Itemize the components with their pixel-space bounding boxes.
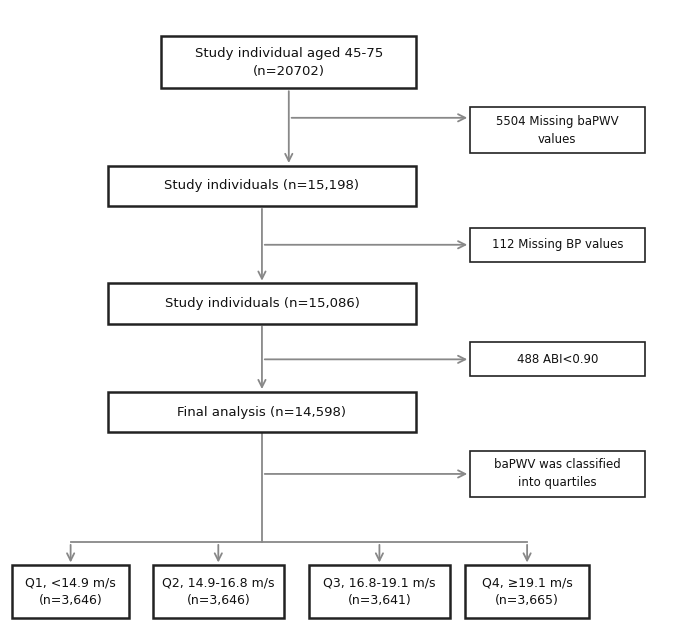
Text: Q3, 16.8-19.1 m/s
(n=3,641): Q3, 16.8-19.1 m/s (n=3,641) — [323, 576, 436, 607]
Text: 488 ABI<0.90: 488 ABI<0.90 — [516, 353, 598, 366]
FancyBboxPatch shape — [470, 107, 645, 154]
Text: Q4, ≥19.1 m/s
(n=3,665): Q4, ≥19.1 m/s (n=3,665) — [482, 576, 573, 607]
FancyBboxPatch shape — [309, 565, 450, 618]
Text: 112 Missing BP values: 112 Missing BP values — [492, 238, 623, 252]
Text: Study individuals (n=15,086): Study individuals (n=15,086) — [164, 297, 360, 310]
FancyBboxPatch shape — [470, 451, 645, 497]
FancyBboxPatch shape — [470, 343, 645, 377]
FancyBboxPatch shape — [161, 36, 416, 88]
Text: Study individual aged 45-75
(n=20702): Study individual aged 45-75 (n=20702) — [195, 47, 383, 78]
FancyBboxPatch shape — [12, 565, 129, 618]
FancyBboxPatch shape — [470, 228, 645, 262]
Text: Final analysis (n=14,598): Final analysis (n=14,598) — [177, 406, 347, 418]
Text: Q2, 14.9-16.8 m/s
(n=3,646): Q2, 14.9-16.8 m/s (n=3,646) — [162, 576, 275, 607]
Text: Q1, <14.9 m/s
(n=3,646): Q1, <14.9 m/s (n=3,646) — [25, 576, 116, 607]
FancyBboxPatch shape — [108, 166, 416, 206]
Text: baPWV was classified
into quartiles: baPWV was classified into quartiles — [494, 458, 621, 489]
Text: Study individuals (n=15,198): Study individuals (n=15,198) — [164, 179, 360, 192]
FancyBboxPatch shape — [108, 284, 416, 324]
FancyBboxPatch shape — [108, 392, 416, 432]
Text: 5504 Missing baPWV
values: 5504 Missing baPWV values — [496, 114, 619, 146]
FancyBboxPatch shape — [153, 565, 284, 618]
FancyBboxPatch shape — [465, 565, 589, 618]
